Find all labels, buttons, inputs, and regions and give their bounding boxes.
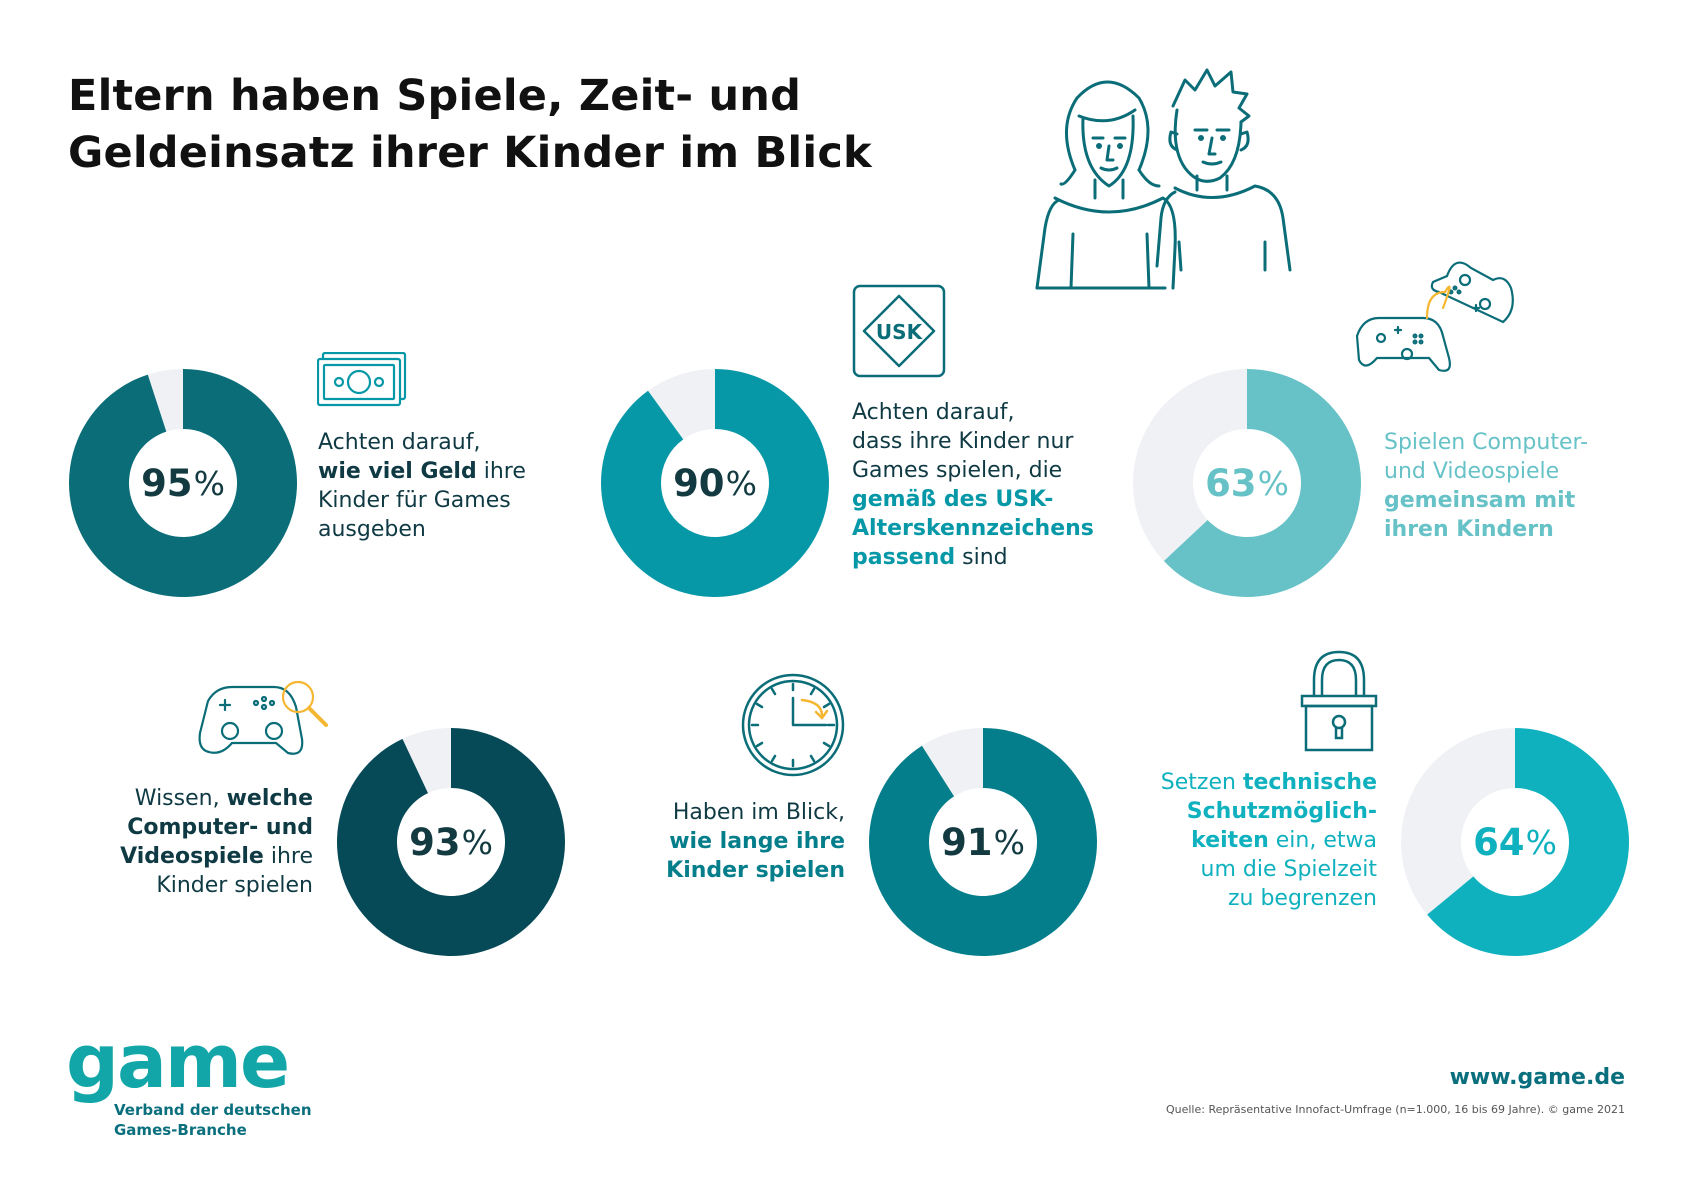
page-title: Eltern haben Spiele, Zeit- und Geldeinsa… — [68, 68, 872, 182]
percent-symbol-4: % — [461, 822, 493, 862]
desc-4-line-1a: Wissen, — [134, 786, 227, 811]
donut-svg-3 — [1133, 369, 1361, 597]
website-link[interactable]: www.game.de — [1449, 1065, 1625, 1090]
description-2: Achten darauf, dass ihre Kinder nur Game… — [852, 398, 1094, 572]
donut-value-2: 90 — [673, 461, 725, 505]
desc-3-bold-1: gemeinsam mit — [1384, 488, 1576, 513]
logo-subtitle-line-2: Games-Branche — [114, 1121, 247, 1139]
donut-value-label-5: 91% — [868, 727, 1098, 957]
donut-value-slice-6 — [1427, 728, 1629, 956]
donut-value-label-3: 63% — [1132, 368, 1362, 598]
description-4: Wissen, welche Computer- und Videospiele… — [120, 784, 313, 900]
desc-6-line-4: um die Spielzeit — [1200, 857, 1377, 882]
desc-5-bold-1: wie lange ihre — [669, 829, 845, 854]
desc-4-line-3b: ihre — [263, 844, 313, 869]
desc-4-line-4: Kinder spielen — [156, 873, 313, 898]
desc-1-line-1: Achten darauf, — [318, 430, 481, 455]
game-logo: game — [66, 1019, 290, 1105]
donut-svg-1 — [68, 369, 297, 597]
desc-2-line-6b: sind — [955, 545, 1008, 570]
game-logo-subtitle: Verband der deutschen Games-Branche — [114, 1100, 312, 1140]
description-5: Haben im Blick, wie lange ihre Kinder sp… — [666, 798, 845, 885]
donut-value-3: 63 — [1205, 461, 1257, 505]
donut-value-slice-5 — [869, 728, 1097, 956]
donut-remainder-slice-6 — [1401, 728, 1515, 915]
donut-value-label-1: 95% — [68, 368, 298, 598]
desc-5-bold-2: Kinder spielen — [666, 858, 845, 883]
title-line-2: Geldeinsatz ihrer Kinder im Blick — [68, 128, 872, 178]
money-icon — [317, 352, 407, 407]
desc-4-bold-2: Computer- und — [127, 815, 313, 840]
desc-6-line-5: zu begrenzen — [1227, 886, 1377, 911]
percent-symbol-5: % — [993, 822, 1025, 862]
desc-6-bold-2: Schutzmöglich- — [1186, 799, 1377, 824]
donut-remainder-slice-1 — [147, 369, 183, 432]
desc-3-line-1: Spielen Computer- — [1384, 430, 1589, 455]
desc-3-line-2: und Videospiele — [1384, 459, 1560, 484]
lock-icon — [1300, 650, 1378, 752]
desc-2-bold-1: gemäß des USK- — [852, 487, 1054, 512]
source-note: Quelle: Repräsentative Innofact-Umfrage … — [1165, 1103, 1625, 1116]
donut-chart-5: 91% — [868, 727, 1098, 957]
donut-remainder-slice-5 — [921, 728, 983, 797]
desc-2-line-2: dass ihre Kinder nur — [852, 429, 1074, 454]
desc-5-line-1: Haben im Blick, — [672, 800, 845, 825]
controllers-icon — [1355, 261, 1514, 372]
desc-1-line-3: Kinder für Games — [318, 488, 511, 513]
donut-chart-6: 64% — [1400, 727, 1630, 957]
percent-symbol-2: % — [725, 463, 757, 503]
desc-2-bold-2: Alterskennzeichens — [852, 516, 1094, 541]
desc-6-line-1a: Setzen — [1160, 770, 1243, 795]
donut-chart-2: 90% — [600, 368, 830, 598]
desc-4-bold-3: Videospiele — [120, 844, 264, 869]
usk-icon: USK — [852, 284, 946, 378]
donut-value-slice-4 — [336, 728, 565, 956]
desc-4-bold-1: welche — [226, 786, 313, 811]
desc-6-bold-3: keiten — [1191, 828, 1269, 853]
desc-6-line-3b: ein, etwa — [1268, 828, 1377, 853]
donut-remainder-slice-3 — [1133, 369, 1247, 562]
desc-2-bold-3: passend — [852, 545, 956, 570]
donut-svg-4 — [336, 728, 565, 956]
desc-3-bold-2: ihren Kindern — [1384, 517, 1554, 542]
donut-value-6: 64 — [1473, 820, 1525, 864]
donut-value-label-4: 93% — [336, 727, 566, 957]
donut-value-slice-3 — [1163, 369, 1361, 597]
percent-symbol-3: % — [1257, 463, 1289, 503]
donut-value-4: 93 — [409, 820, 461, 864]
donut-value-1: 95 — [141, 461, 193, 505]
donut-chart-3: 63% — [1132, 368, 1362, 598]
usk-label: USK — [876, 320, 924, 344]
desc-2-line-3: Games spielen, die — [852, 458, 1063, 483]
desc-1-bold-1: wie viel Geld — [318, 459, 477, 484]
donut-value-slice-1 — [68, 369, 297, 597]
description-1: Achten darauf, wie viel Geld ihre Kinder… — [318, 428, 526, 544]
donut-svg-6 — [1401, 728, 1629, 956]
description-6: Setzen technische Schutzmöglich- keiten … — [1161, 768, 1377, 913]
parents-icon — [1035, 68, 1292, 290]
clock-icon — [741, 673, 845, 777]
donut-value-5: 91 — [941, 820, 993, 864]
donut-chart-1: 95% — [68, 368, 298, 598]
donut-chart-4: 93% — [336, 727, 566, 957]
percent-symbol-6: % — [1525, 822, 1557, 862]
desc-6-bold-1: technische — [1242, 770, 1377, 795]
donut-svg-5 — [869, 728, 1097, 956]
logo-subtitle-line-1: Verband der deutschen — [114, 1101, 312, 1119]
desc-1-line-2b: ihre — [476, 459, 526, 484]
title-line-1: Eltern haben Spiele, Zeit- und — [68, 71, 802, 121]
donut-remainder-slice-4 — [402, 728, 451, 794]
desc-1-line-4: ausgeben — [318, 517, 426, 542]
donut-value-slice-2 — [601, 369, 829, 597]
donut-remainder-slice-2 — [647, 369, 715, 440]
donut-svg-2 — [601, 369, 829, 597]
donut-value-label-6: 64% — [1400, 727, 1630, 957]
percent-symbol-1: % — [193, 463, 225, 503]
donut-value-label-2: 90% — [600, 368, 830, 598]
description-3: Spielen Computer- und Videospiele gemein… — [1384, 428, 1588, 544]
controller-search-icon — [198, 680, 328, 755]
desc-2-line-1: Achten darauf, — [852, 400, 1015, 425]
